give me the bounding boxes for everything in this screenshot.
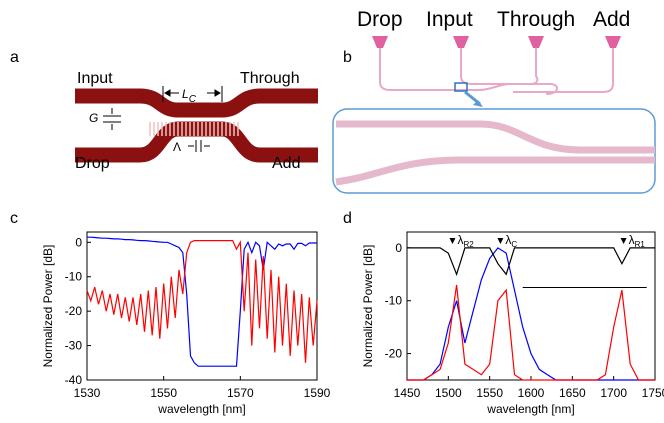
x-tick-label: 1450 [394, 386, 421, 400]
port-label: Through [240, 70, 300, 87]
y-tick-label: -20 [65, 304, 83, 318]
length-symbol: L [182, 87, 189, 101]
plot-frame [86, 231, 318, 381]
annotation-symbol: λ [629, 233, 635, 247]
annotation-marker [497, 238, 504, 244]
y-tick-label: -10 [65, 270, 83, 284]
panel-label: b [343, 49, 352, 66]
dimension-arrows [103, 86, 223, 152]
zoom-image [335, 120, 655, 186]
port-label: Add [593, 8, 630, 31]
x-tick-label: 1570 [227, 386, 254, 400]
length-subscript: C [189, 94, 197, 105]
annotation: λR2 [457, 233, 474, 249]
x-tick-label: 1590 [304, 386, 331, 400]
annotation-subscript: R1 [635, 240, 646, 249]
top-waveguide [75, 88, 318, 118]
x-tick-label: 1550 [150, 386, 177, 400]
x-tick-label: 1550 [476, 386, 503, 400]
port-label: Input [426, 8, 473, 31]
series-line [407, 247, 655, 381]
x-tick-label: 1530 [74, 386, 101, 400]
waveguide-diagram [75, 88, 318, 163]
y-axis-label: Normalized Power [dB] [41, 245, 55, 368]
y-axis-label: Normalized Power [dB] [361, 245, 375, 368]
panel-label: d [343, 210, 352, 227]
series-line [407, 284, 655, 381]
annotation: λC [505, 233, 517, 249]
y-tick-label: -30 [65, 339, 83, 353]
port-label: Drop [357, 8, 403, 31]
series-line [86, 240, 318, 363]
y-tick-label: 0 [395, 241, 402, 255]
x-tick-label: 1600 [518, 386, 545, 400]
port-label: Add [272, 155, 300, 172]
x-tick-label: 1650 [559, 386, 586, 400]
panel-label: c [10, 210, 18, 227]
panel-label: a [10, 49, 19, 66]
annotation-symbol: λ [457, 233, 463, 247]
y-tick-label: 0 [75, 235, 82, 249]
x-axis-label: wavelength [nm] [486, 402, 574, 416]
period-label: Λ [173, 140, 181, 154]
annotation-subscript: R2 [463, 240, 474, 249]
x-axis-label: wavelength [nm] [157, 402, 245, 416]
annotation-symbol: λ [505, 233, 511, 247]
annotation-marker [449, 238, 456, 244]
annotation-marker [620, 238, 627, 244]
series-line [87, 236, 317, 367]
bottom-waveguide [75, 121, 318, 163]
y-tick-label: -10 [385, 294, 403, 308]
x-tick-label: 1700 [600, 386, 627, 400]
port-label: Drop [75, 155, 110, 172]
y-tick-label: -40 [65, 373, 83, 387]
length-label: LC [182, 87, 197, 105]
device-image [372, 36, 621, 107]
y-tick-label: -20 [385, 347, 403, 361]
port-label: Input [77, 70, 113, 87]
gap-label: G [89, 111, 98, 125]
annotation: λR1 [629, 233, 646, 249]
grating [149, 122, 239, 136]
x-tick-label: 1500 [435, 386, 462, 400]
series-line [407, 247, 655, 277]
port-label: Through [497, 8, 575, 31]
annotation-subscript: C [511, 240, 517, 249]
